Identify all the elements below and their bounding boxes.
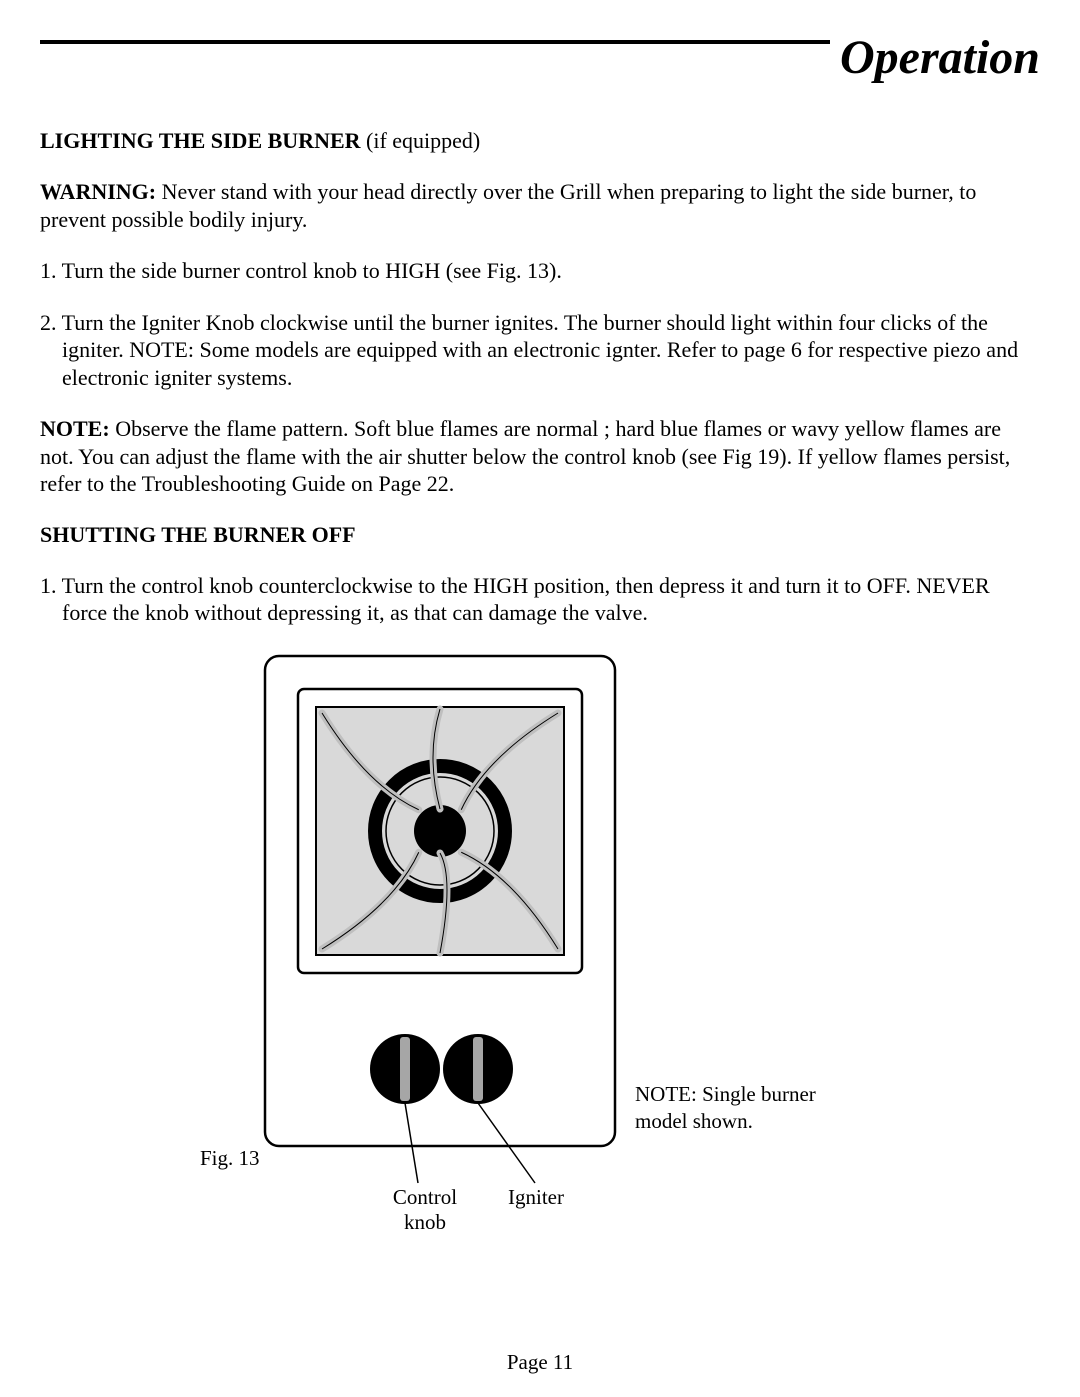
figure-13: Fig. 13 NOTE: Single burner model shown.…	[40, 651, 1040, 1291]
lighting-step-2: 2. Turn the Igniter Knob clockwise until…	[40, 309, 1040, 392]
page-number: Page 11	[0, 1350, 1080, 1375]
section-heading-shutting: SHUTTING THE BURNER OFF	[40, 522, 1040, 548]
figure-label: Fig. 13	[200, 1146, 260, 1171]
section-heading-lighting: LIGHTING THE SIDE BURNER (if equipped)	[40, 128, 1040, 154]
heading-light: (if equipped)	[361, 128, 481, 153]
figure-side-note: NOTE: Single burner model shown.	[635, 1081, 855, 1136]
header-title: Operation	[830, 30, 1040, 85]
note-paragraph: NOTE: Observe the flame pattern. Soft bl…	[40, 415, 1040, 498]
warning-paragraph: WARNING: Never stand with your head dire…	[40, 178, 1040, 233]
callout-control-knob: Control knob	[380, 1185, 470, 1235]
page-header: Operation	[40, 40, 1040, 100]
callout-igniter: Igniter	[508, 1185, 588, 1210]
warning-label: WARNING:	[40, 179, 156, 204]
heading-bold: LIGHTING THE SIDE BURNER	[40, 128, 361, 153]
note-label: NOTE:	[40, 416, 110, 441]
warning-text: Never stand with your head directly over…	[40, 179, 976, 232]
lighting-step-1: 1. Turn the side burner control knob to …	[40, 257, 1040, 285]
shutting-step-1: 1. Turn the control knob counterclockwis…	[40, 572, 1040, 627]
note-text: Observe the flame pattern. Soft blue fla…	[40, 416, 1010, 496]
burner-diagram	[260, 651, 620, 1171]
